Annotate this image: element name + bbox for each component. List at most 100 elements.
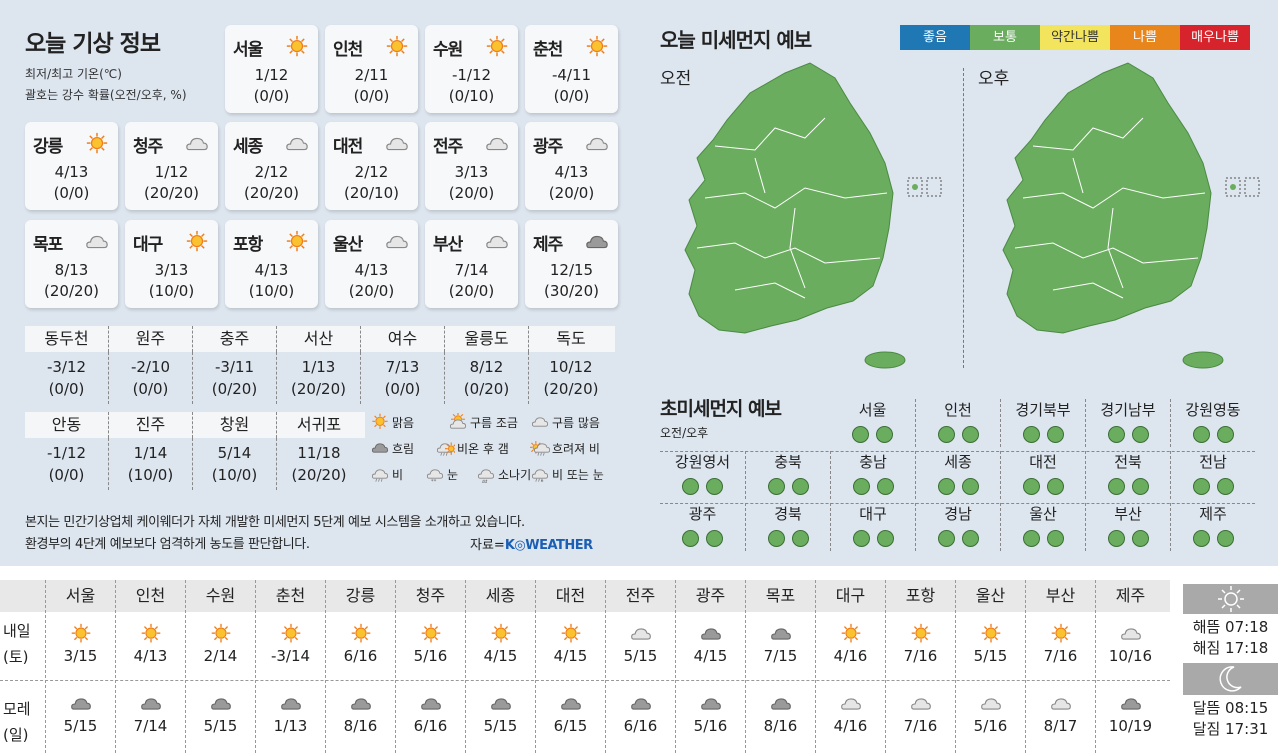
cloud-dark-icon bbox=[278, 693, 304, 715]
forecast-column: 서울 3/15 5/15 bbox=[45, 580, 115, 753]
forecast-table: 내일 (토) 모레 (일) 서울 3/15 5/15 인천 4/13 7/14 수원 2/14 5/… bbox=[0, 580, 1170, 753]
small-city-values: -3/12 (0/0) bbox=[25, 352, 109, 404]
rain-icon bbox=[370, 465, 390, 483]
cloud-light-icon bbox=[184, 132, 210, 156]
pm-level-dot bbox=[1046, 478, 1064, 495]
cloud-light-icon bbox=[628, 623, 654, 645]
cloud-light-icon bbox=[284, 132, 310, 156]
jeju bbox=[1182, 351, 1224, 369]
legend-item: 흐려져 비 bbox=[529, 439, 600, 457]
am-level-dot bbox=[937, 478, 955, 495]
city-name: 제주 bbox=[533, 235, 563, 255]
fine-dust-region: 광주 bbox=[660, 503, 745, 551]
city-card: 부산 7/14 (20/0) bbox=[425, 220, 518, 308]
fine-dust-region: 충남 bbox=[830, 451, 915, 499]
forecast-city: 서울 bbox=[65, 586, 96, 605]
row-label-day-after-day: 모레 bbox=[3, 700, 31, 718]
small-city-table-2: 안동 진주 창원 서귀포 -1/12 (0/0) 1/14 (10/0) 5/14 (10/0) 1… bbox=[25, 412, 365, 490]
temp-range: 11/18 bbox=[297, 444, 341, 462]
tomorrow-temp: 7/15 bbox=[763, 647, 798, 665]
temp-range: -3/12 bbox=[46, 358, 87, 376]
sun-icon bbox=[384, 35, 410, 59]
small-city-values: -1/12 (0/0) bbox=[25, 438, 109, 490]
row-label-day-after-weekday: (일) bbox=[3, 726, 29, 744]
legend-item: 비온 후 갬 bbox=[435, 439, 509, 457]
forecast-city: 목포 bbox=[765, 586, 796, 605]
divider bbox=[660, 503, 1255, 504]
rain-prob: (20/20) bbox=[44, 282, 99, 300]
row-label-tomorrow-day: 내일 bbox=[3, 622, 31, 640]
region-name: 세종 bbox=[944, 453, 972, 471]
city-card: 울산 4/13 (20/0) bbox=[325, 220, 418, 308]
forecast-city: 광주 bbox=[695, 586, 726, 605]
city-card: 서울 1/12 (0/0) bbox=[225, 25, 318, 113]
city-temp: -1/12 (0/10) bbox=[425, 65, 518, 107]
region-name: 충북 bbox=[774, 453, 802, 471]
tomorrow-temp: 2/14 bbox=[203, 647, 238, 665]
sunset: 해짐 17:18 bbox=[1192, 639, 1269, 657]
temp-range: -1/12 bbox=[46, 444, 87, 462]
region-name: 광주 bbox=[688, 505, 717, 523]
cloud-dark-icon bbox=[1118, 693, 1144, 715]
pm-level-dot bbox=[876, 530, 894, 547]
row-label-tomorrow: 내일 (토) bbox=[3, 618, 31, 670]
day-after-temp: 6/16 bbox=[623, 717, 658, 735]
forecast-column: 청주 5/16 6/16 bbox=[395, 580, 465, 753]
tomorrow-temp: 4/15 bbox=[483, 647, 518, 665]
cloud-dark-icon bbox=[370, 439, 390, 457]
tomorrow-temp: 4/15 bbox=[553, 647, 588, 665]
fine-dust-region: 강원영서 bbox=[660, 451, 745, 499]
pm-level-dot bbox=[791, 530, 809, 547]
cloud-light-icon bbox=[384, 230, 410, 254]
tomorrow-temp: 6/16 bbox=[343, 647, 378, 665]
scale-2: 약간나쁨 bbox=[1040, 25, 1110, 50]
cloud-light-icon bbox=[1048, 693, 1074, 715]
sun-icon bbox=[184, 230, 210, 254]
pm-level-dot bbox=[876, 426, 893, 443]
cloud-light-icon bbox=[84, 230, 110, 254]
row-label-tomorrow-weekday: (토) bbox=[3, 648, 29, 666]
rain-prob: (20/0) bbox=[448, 184, 495, 202]
sun-icon bbox=[558, 623, 584, 645]
sun-icon bbox=[284, 35, 310, 59]
fine-dust-region: 강원영동 bbox=[1170, 399, 1255, 447]
sun-cloud-icon bbox=[448, 412, 468, 431]
svg-text:ᵭᵭ: ᵭᵭ bbox=[482, 479, 488, 483]
city-temp: -4/11 (0/0) bbox=[525, 65, 618, 107]
region-name: 충남 bbox=[859, 453, 887, 471]
sun-icon bbox=[908, 623, 934, 645]
day-after-temp: 8/16 bbox=[343, 717, 378, 735]
forecast-column: 대구 4/16 4/16 bbox=[815, 580, 885, 753]
city-name: 수원 bbox=[433, 40, 463, 60]
rain-prob: (20/20) bbox=[291, 380, 346, 398]
city-temp: 12/15 (30/20) bbox=[525, 260, 618, 302]
legend-label: 흐림 bbox=[392, 441, 415, 456]
moonset: 달짐 17:31 bbox=[1192, 720, 1269, 738]
forecast-column: 강릉 6/16 8/16 bbox=[325, 580, 395, 753]
legend-item: * 비 또는 눈 bbox=[530, 465, 604, 486]
city-name: 광주 bbox=[533, 137, 563, 157]
temp-range: 5/14 bbox=[217, 444, 252, 462]
dust-title: 오늘 미세먼지 예보 bbox=[660, 28, 812, 52]
dust-scale-legend: 좋음 보통 약간나쁨 나쁨 매우나쁨 bbox=[900, 25, 1250, 50]
cloud-light-icon bbox=[484, 230, 510, 254]
am-level-dot bbox=[1107, 530, 1125, 547]
city-temp: 2/12 (20/20) bbox=[225, 162, 318, 204]
city-temp: 2/11 (0/0) bbox=[325, 65, 418, 107]
small-city-name: 동두천 bbox=[25, 326, 109, 352]
cloud-light-icon bbox=[484, 132, 510, 156]
forecast-column: 대전 4/15 6/15 bbox=[535, 580, 605, 753]
tomorrow-temp: 4/15 bbox=[693, 647, 728, 665]
pm-level-dot bbox=[706, 530, 723, 547]
city-name: 대전 bbox=[333, 137, 363, 157]
note: 본지는 민간기상업체 케이웨더가 자체 개발한 미세먼지 5단계 예보 시스템을… bbox=[25, 512, 525, 556]
city-temp: 4/13 (10/0) bbox=[225, 260, 318, 302]
rain-prob: (0/10) bbox=[448, 87, 495, 105]
today-subtitle-rain: 괄호는 강수 확률(오전/오후, %) bbox=[25, 88, 187, 102]
cloud-dark-icon bbox=[418, 693, 444, 715]
fine-dust-region: 울산 bbox=[1000, 503, 1085, 551]
small-city-name: 울릉도 bbox=[445, 326, 529, 352]
sun-rain-icon bbox=[529, 439, 551, 457]
city-name: 세종 bbox=[233, 137, 263, 157]
forecast-column: 수원 2/14 5/15 bbox=[185, 580, 255, 753]
